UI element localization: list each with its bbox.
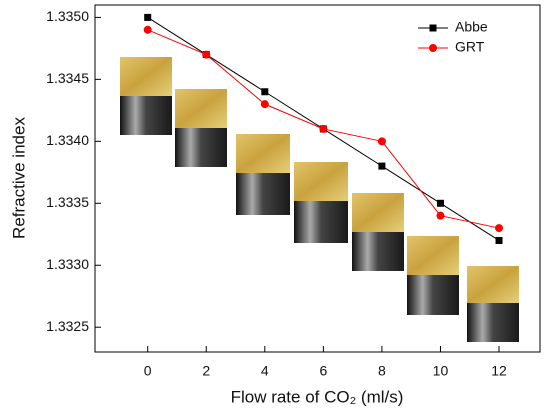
x-tick-label: 10 xyxy=(433,363,449,379)
plot-frame xyxy=(94,4,541,353)
y-tick-label: 1.3350 xyxy=(46,8,89,24)
legend-marker xyxy=(429,24,437,32)
data-point xyxy=(202,50,211,59)
data-point xyxy=(436,199,444,207)
legend-label: Abbe xyxy=(455,19,488,35)
y-tick-label: 1.3335 xyxy=(46,194,89,210)
data-point xyxy=(144,13,152,21)
x-tick-label: 4 xyxy=(261,363,269,379)
y-tick-label: 1.3340 xyxy=(46,132,89,148)
x-tick-label: 8 xyxy=(378,363,386,379)
data-point xyxy=(495,236,503,244)
x-tick-label: 6 xyxy=(319,363,327,379)
y-axis-label: Refractive index xyxy=(9,117,28,239)
data-point xyxy=(260,100,269,109)
x-tick-label: 12 xyxy=(491,363,507,379)
y-tick-label: 1.3345 xyxy=(46,70,89,86)
y-tick-label: 1.3325 xyxy=(46,318,89,334)
inset-images xyxy=(120,57,519,342)
y-tick-label: 1.3330 xyxy=(46,256,89,272)
x-axis-label: Flow rate of CO₂ (ml/s) xyxy=(231,387,404,406)
x-tick-label: 2 xyxy=(202,363,210,379)
data-point xyxy=(495,224,504,233)
data-point xyxy=(319,124,328,133)
legend-marker xyxy=(429,44,437,52)
data-point xyxy=(261,88,269,96)
data-point xyxy=(378,162,386,170)
data-point xyxy=(143,25,152,34)
legend-label: GRT xyxy=(455,39,485,55)
data-point xyxy=(377,137,386,146)
data-point xyxy=(436,211,445,220)
x-tick-label: 0 xyxy=(144,363,152,379)
